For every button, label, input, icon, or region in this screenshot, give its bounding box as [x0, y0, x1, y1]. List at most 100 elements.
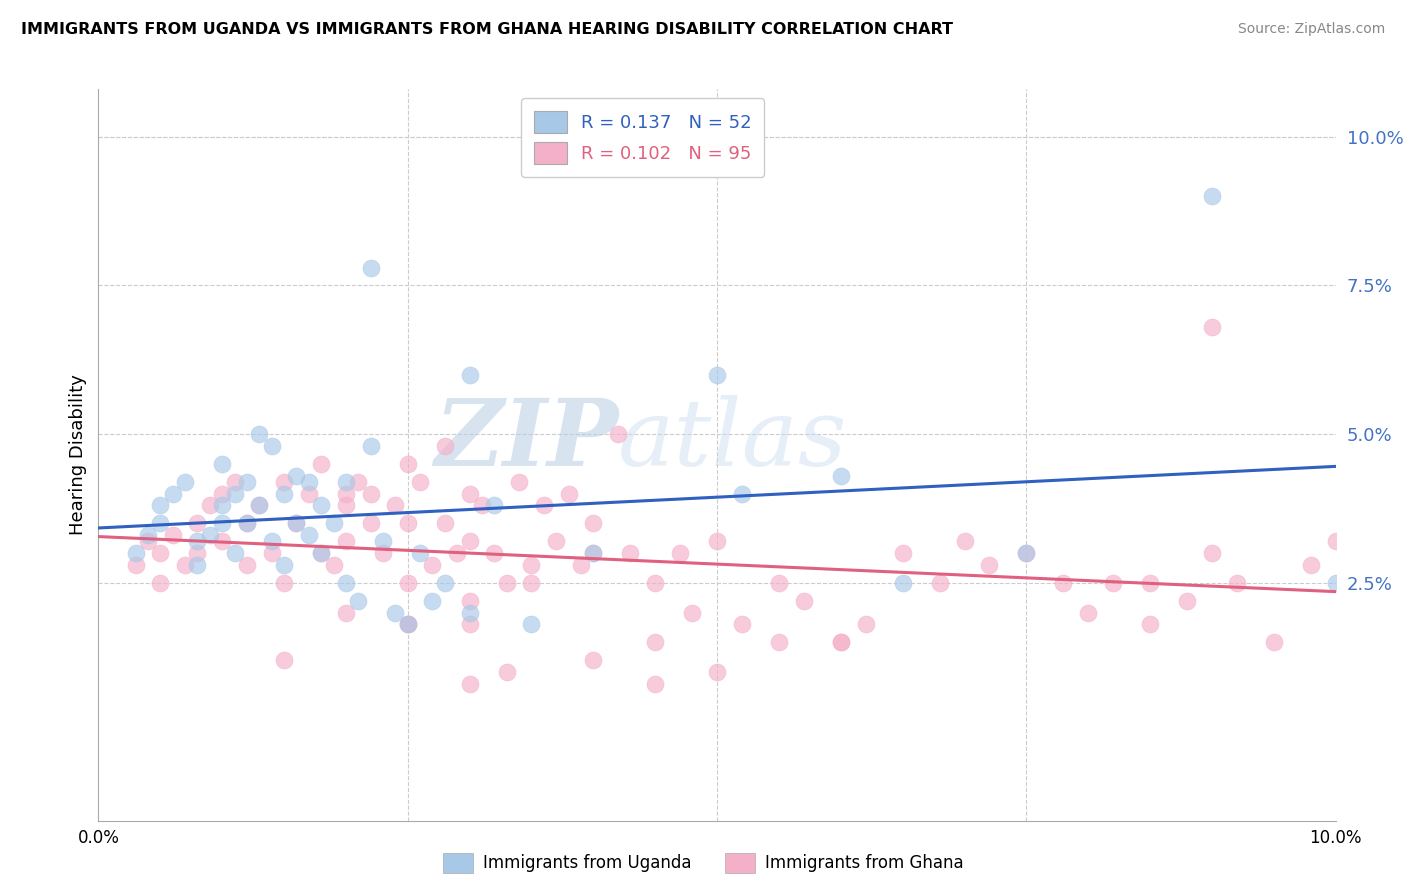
Point: [322, 558, 344, 572]
Point: [285, 516, 308, 531]
Point: [582, 653, 605, 667]
Point: [1052, 575, 1074, 590]
Point: [891, 546, 914, 560]
Point: [273, 486, 295, 500]
Point: [186, 546, 208, 560]
Point: [855, 617, 877, 632]
Point: [669, 546, 692, 560]
Point: [298, 486, 321, 500]
Point: [396, 617, 419, 632]
Point: [458, 486, 481, 500]
Point: [162, 528, 184, 542]
Legend: R = 0.137   N = 52, R = 0.102   N = 95: R = 0.137 N = 52, R = 0.102 N = 95: [522, 98, 765, 177]
Point: [360, 486, 382, 500]
Point: [1263, 635, 1285, 649]
Point: [396, 516, 419, 531]
Point: [979, 558, 1001, 572]
Point: [706, 534, 728, 549]
Point: [569, 558, 592, 572]
Point: [396, 575, 419, 590]
Point: [433, 575, 456, 590]
Point: [174, 558, 197, 572]
Point: [322, 516, 344, 531]
Point: [484, 499, 506, 513]
Point: [520, 617, 543, 632]
Point: [830, 468, 852, 483]
Point: [458, 368, 481, 382]
Text: IMMIGRANTS FROM UGANDA VS IMMIGRANTS FROM GHANA HEARING DISABILITY CORRELATION C: IMMIGRANTS FROM UGANDA VS IMMIGRANTS FRO…: [21, 22, 953, 37]
Point: [371, 534, 394, 549]
Point: [471, 499, 494, 513]
Legend: Immigrants from Uganda, Immigrants from Ghana: Immigrants from Uganda, Immigrants from …: [436, 847, 970, 880]
Point: [396, 617, 419, 632]
Point: [260, 439, 283, 453]
Point: [520, 575, 543, 590]
Point: [124, 558, 146, 572]
Point: [830, 635, 852, 649]
Point: [260, 534, 283, 549]
Point: [546, 534, 568, 549]
Text: Source: ZipAtlas.com: Source: ZipAtlas.com: [1237, 22, 1385, 37]
Point: [236, 516, 259, 531]
Point: [495, 665, 517, 679]
Point: [484, 546, 506, 560]
Point: [446, 546, 468, 560]
Point: [619, 546, 641, 560]
Point: [458, 617, 481, 632]
Point: [309, 546, 332, 560]
Point: [953, 534, 976, 549]
Point: [273, 475, 295, 489]
Point: [236, 516, 259, 531]
Point: [360, 439, 382, 453]
Point: [644, 575, 666, 590]
Point: [582, 516, 605, 531]
Point: [211, 516, 233, 531]
Point: [458, 677, 481, 691]
Point: [384, 606, 406, 620]
Point: [347, 475, 370, 489]
Point: [174, 475, 197, 489]
Point: [247, 499, 270, 513]
Point: [768, 575, 790, 590]
Point: [582, 546, 605, 560]
Point: [1299, 558, 1322, 572]
Point: [1201, 546, 1223, 560]
Point: [124, 546, 146, 560]
Point: [607, 427, 630, 442]
Point: [644, 677, 666, 691]
Point: [335, 575, 357, 590]
Point: [928, 575, 950, 590]
Point: [360, 516, 382, 531]
Point: [162, 486, 184, 500]
Point: [149, 516, 172, 531]
Point: [298, 475, 321, 489]
Point: [422, 593, 444, 607]
Point: [260, 546, 283, 560]
Text: ZIP: ZIP: [434, 395, 619, 485]
Point: [224, 546, 246, 560]
Point: [149, 546, 172, 560]
Point: [309, 499, 332, 513]
Point: [1139, 575, 1161, 590]
Point: [396, 457, 419, 471]
Point: [371, 546, 394, 560]
Point: [224, 486, 246, 500]
Point: [508, 475, 530, 489]
Point: [186, 516, 208, 531]
Point: [309, 457, 332, 471]
Point: [582, 546, 605, 560]
Point: [247, 499, 270, 513]
Point: [247, 427, 270, 442]
Point: [409, 546, 432, 560]
Point: [360, 260, 382, 275]
Point: [211, 457, 233, 471]
Point: [495, 575, 517, 590]
Point: [458, 534, 481, 549]
Point: [681, 606, 703, 620]
Point: [198, 528, 221, 542]
Point: [136, 534, 159, 549]
Point: [335, 486, 357, 500]
Point: [149, 575, 172, 590]
Point: [1015, 546, 1038, 560]
Point: [533, 499, 555, 513]
